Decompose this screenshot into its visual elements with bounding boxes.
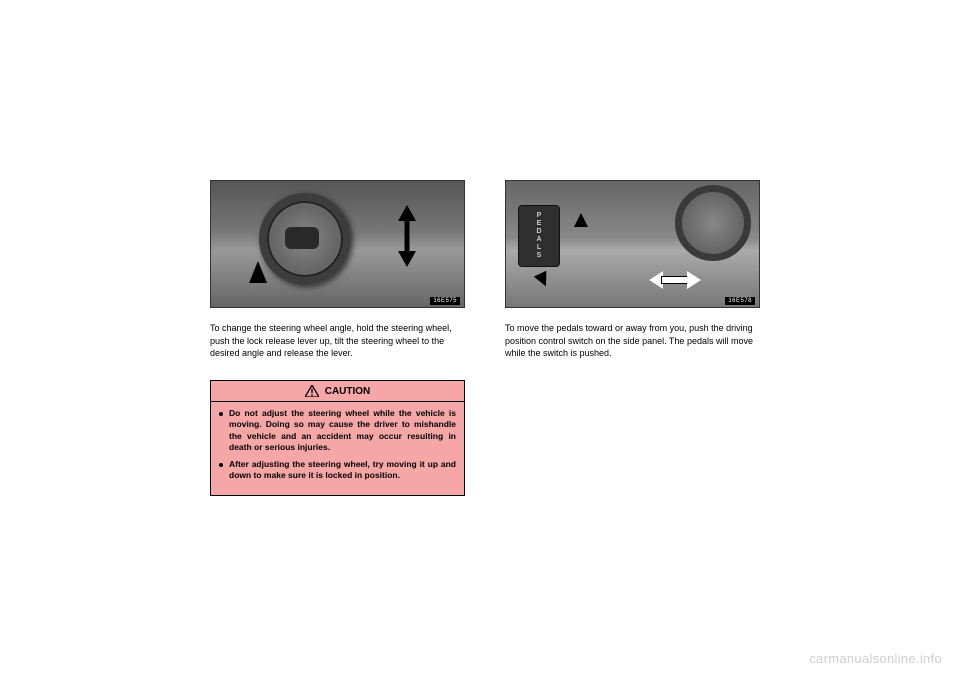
left-column: 16E575 To change the steering wheel angl…	[210, 180, 465, 496]
lever-arrow-icon	[249, 261, 267, 283]
right-column: PEDALS 16E578 To move the pedals toward …	[505, 180, 760, 496]
caution-title: CAUTION	[325, 386, 371, 397]
caution-header: CAUTION	[211, 381, 464, 402]
steering-wheel-icon	[675, 185, 751, 261]
caution-body: Do not adjust the steering wheel while t…	[211, 402, 464, 495]
pedals-up-arrow-icon	[574, 213, 588, 227]
watermark: carmanualsonline.info	[809, 651, 942, 666]
right-description: To move the pedals toward or away from y…	[505, 322, 760, 370]
two-column-layout: 16E575 To change the steering wheel angl…	[0, 0, 960, 496]
caution-item: After adjusting the steering wheel, try …	[219, 459, 456, 482]
caution-box: CAUTION Do not adjust the steering wheel…	[210, 380, 465, 496]
manual-page: 16E575 To change the steering wheel angl…	[0, 0, 960, 680]
pedals-control-photo: PEDALS 16E578	[505, 180, 760, 308]
warning-triangle-icon	[305, 385, 319, 397]
pedals-movement-arrow-icon	[651, 271, 699, 289]
left-description: To change the steering wheel angle, hold…	[210, 322, 465, 370]
steering-wheel-hub	[285, 227, 319, 249]
steering-wheel-photo: 16E575	[210, 180, 465, 308]
image-code: 16E578	[725, 297, 755, 305]
pedals-switch-panel: PEDALS	[518, 205, 560, 267]
caution-list: Do not adjust the steering wheel while t…	[219, 408, 456, 482]
caution-item: Do not adjust the steering wheel while t…	[219, 408, 456, 454]
tilt-arrow-icon	[400, 207, 414, 265]
image-code: 16E575	[430, 297, 460, 305]
